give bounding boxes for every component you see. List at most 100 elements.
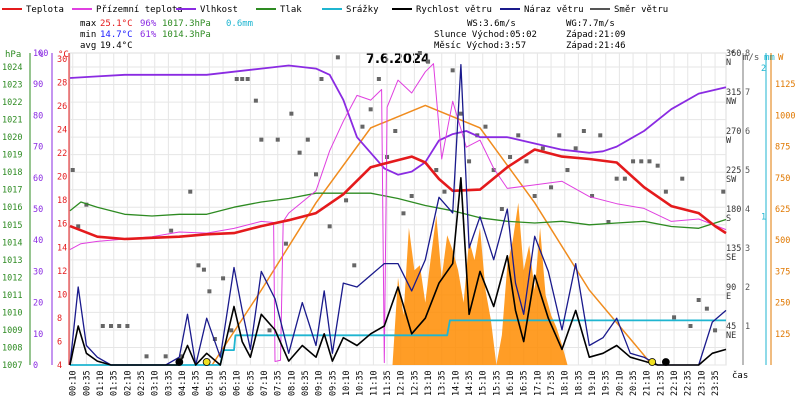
wind-dir-point xyxy=(70,168,75,172)
wind-dir-point xyxy=(327,224,332,229)
wind-dir-point xyxy=(467,159,472,164)
wind-dir-point xyxy=(540,146,545,151)
tick-hpa: 1017 xyxy=(2,186,22,196)
tick-mm: 1 xyxy=(761,212,766,222)
wind-dir-point xyxy=(573,146,578,151)
tick-x: 16:35 xyxy=(520,370,530,396)
tick-pct: 80 xyxy=(33,111,43,121)
wind-dir-point xyxy=(283,241,288,246)
tick-x: 08:35 xyxy=(301,370,311,396)
wind-dir-point xyxy=(565,168,570,172)
wind-dir-point xyxy=(442,189,447,194)
stat-moon: Měsíc Východ:3:57 xyxy=(434,41,526,51)
tick-x: 09:35 xyxy=(328,370,338,396)
series-rain-area xyxy=(392,202,568,365)
tick-mm: 2 xyxy=(761,64,766,74)
wind-dir-point xyxy=(253,98,258,103)
wind-dir-point xyxy=(426,59,431,64)
axis-hpa-label: hPa xyxy=(5,50,21,60)
tick-hpa: 1012 xyxy=(2,273,22,283)
tick-pct: 50 xyxy=(33,205,43,215)
wind-dir-point xyxy=(704,306,709,311)
wind-dir-point xyxy=(450,68,455,73)
wind-dir-point xyxy=(622,176,627,181)
stat-ws: WS:3.6m/s xyxy=(467,19,516,29)
stat-max-hum: 96% xyxy=(140,19,157,29)
tick-dir: 45 xyxy=(726,322,736,332)
marker-moonrise xyxy=(175,358,184,366)
wind-dir-point xyxy=(319,77,324,81)
tick-hpa: 1013 xyxy=(2,256,22,266)
wind-dir-point xyxy=(434,168,439,172)
tick-deg: 26 xyxy=(57,102,67,112)
tick-deg: 16 xyxy=(57,220,67,230)
tick-x: 07:10 xyxy=(260,370,270,396)
axes: 1024102310221021102010191018101710161015… xyxy=(2,49,795,396)
wind-dir-point xyxy=(169,228,174,233)
axis-dir-label: ° xyxy=(730,50,735,60)
wind-dir-point xyxy=(335,55,340,60)
tick-hpa: 1021 xyxy=(2,116,22,126)
tick-x: 18:35 xyxy=(574,370,584,396)
wind-dir-point xyxy=(393,129,398,133)
tick-x: 20:10 xyxy=(615,370,625,396)
axis-ms-label: m/s xyxy=(743,53,759,63)
tick-x: 04:35 xyxy=(192,370,202,396)
wind-dir-point xyxy=(180,354,185,359)
wind-dir-point xyxy=(201,267,206,272)
tick-deg: 4 xyxy=(57,361,62,371)
wind-dir-point xyxy=(590,194,595,198)
wind-dir-point xyxy=(508,155,513,159)
wind-dir-point xyxy=(314,172,318,177)
tick-deg: 30 xyxy=(57,55,67,65)
tick-deg: 18 xyxy=(57,196,67,206)
wind-dir-point xyxy=(483,124,488,129)
tick-w: 1125 xyxy=(775,80,795,90)
wind-dir-point xyxy=(680,176,685,181)
legend-item-temp: Teplota xyxy=(2,5,64,15)
tick-x: 16:10 xyxy=(506,370,516,396)
wind-dir-point xyxy=(297,150,302,155)
stat-min-pres: 1014.3hPa xyxy=(162,30,211,40)
tick-w: 375 xyxy=(775,267,790,277)
tick-deg: 6 xyxy=(57,337,62,347)
axis-x-label: čas xyxy=(732,370,748,381)
wind-dir-point xyxy=(655,163,660,168)
wind-dir-point xyxy=(352,263,357,268)
tick-w: 875 xyxy=(775,143,790,153)
stat-avg-temp: 19.4°C xyxy=(100,41,133,51)
legend-label: Náraz větru xyxy=(524,5,584,15)
tick-x: 14:35 xyxy=(465,370,475,396)
tick-x: 09:10 xyxy=(315,370,325,396)
wind-dir-point xyxy=(267,328,272,333)
tick-compass: SE xyxy=(726,253,736,263)
tick-ms: 8 xyxy=(745,49,750,59)
legend-label: Směr větru xyxy=(614,5,668,15)
legend-item-humidity: Vlhkost xyxy=(176,5,238,15)
tick-hpa: 1024 xyxy=(2,63,22,73)
tick-x: 05:10 xyxy=(205,370,215,396)
wind-dir-point xyxy=(417,51,422,55)
tick-w: 250 xyxy=(775,299,790,309)
wind-dir-point xyxy=(639,159,644,164)
tick-deg: 12 xyxy=(57,267,67,277)
tick-hpa: 1010 xyxy=(2,308,22,318)
wind-dir-point xyxy=(125,324,130,328)
series-gust xyxy=(69,64,727,366)
tick-x: 11:10 xyxy=(369,370,379,396)
tick-x: 11:35 xyxy=(383,370,393,396)
marker-sunset xyxy=(648,358,657,366)
tick-deg: 22 xyxy=(57,149,67,159)
tick-pct: 90 xyxy=(33,80,43,90)
tick-dir: 90 xyxy=(726,283,736,293)
wind-dir-point xyxy=(647,159,652,164)
axis-headers: hPa % °C ° m/s mm W čas xyxy=(5,50,784,381)
tick-x: 17:10 xyxy=(533,370,543,396)
tick-x: 01:35 xyxy=(110,370,120,396)
stat-max-pres: 1017.3hPa xyxy=(162,19,211,29)
legend-item-wind: Rychlost větru xyxy=(392,5,492,15)
wind-dir-point xyxy=(409,194,414,198)
stat-max-temp: 25.1°C xyxy=(100,19,133,29)
tick-x: 10:35 xyxy=(356,370,366,396)
legend-item-dir: Směr větru xyxy=(590,5,668,15)
